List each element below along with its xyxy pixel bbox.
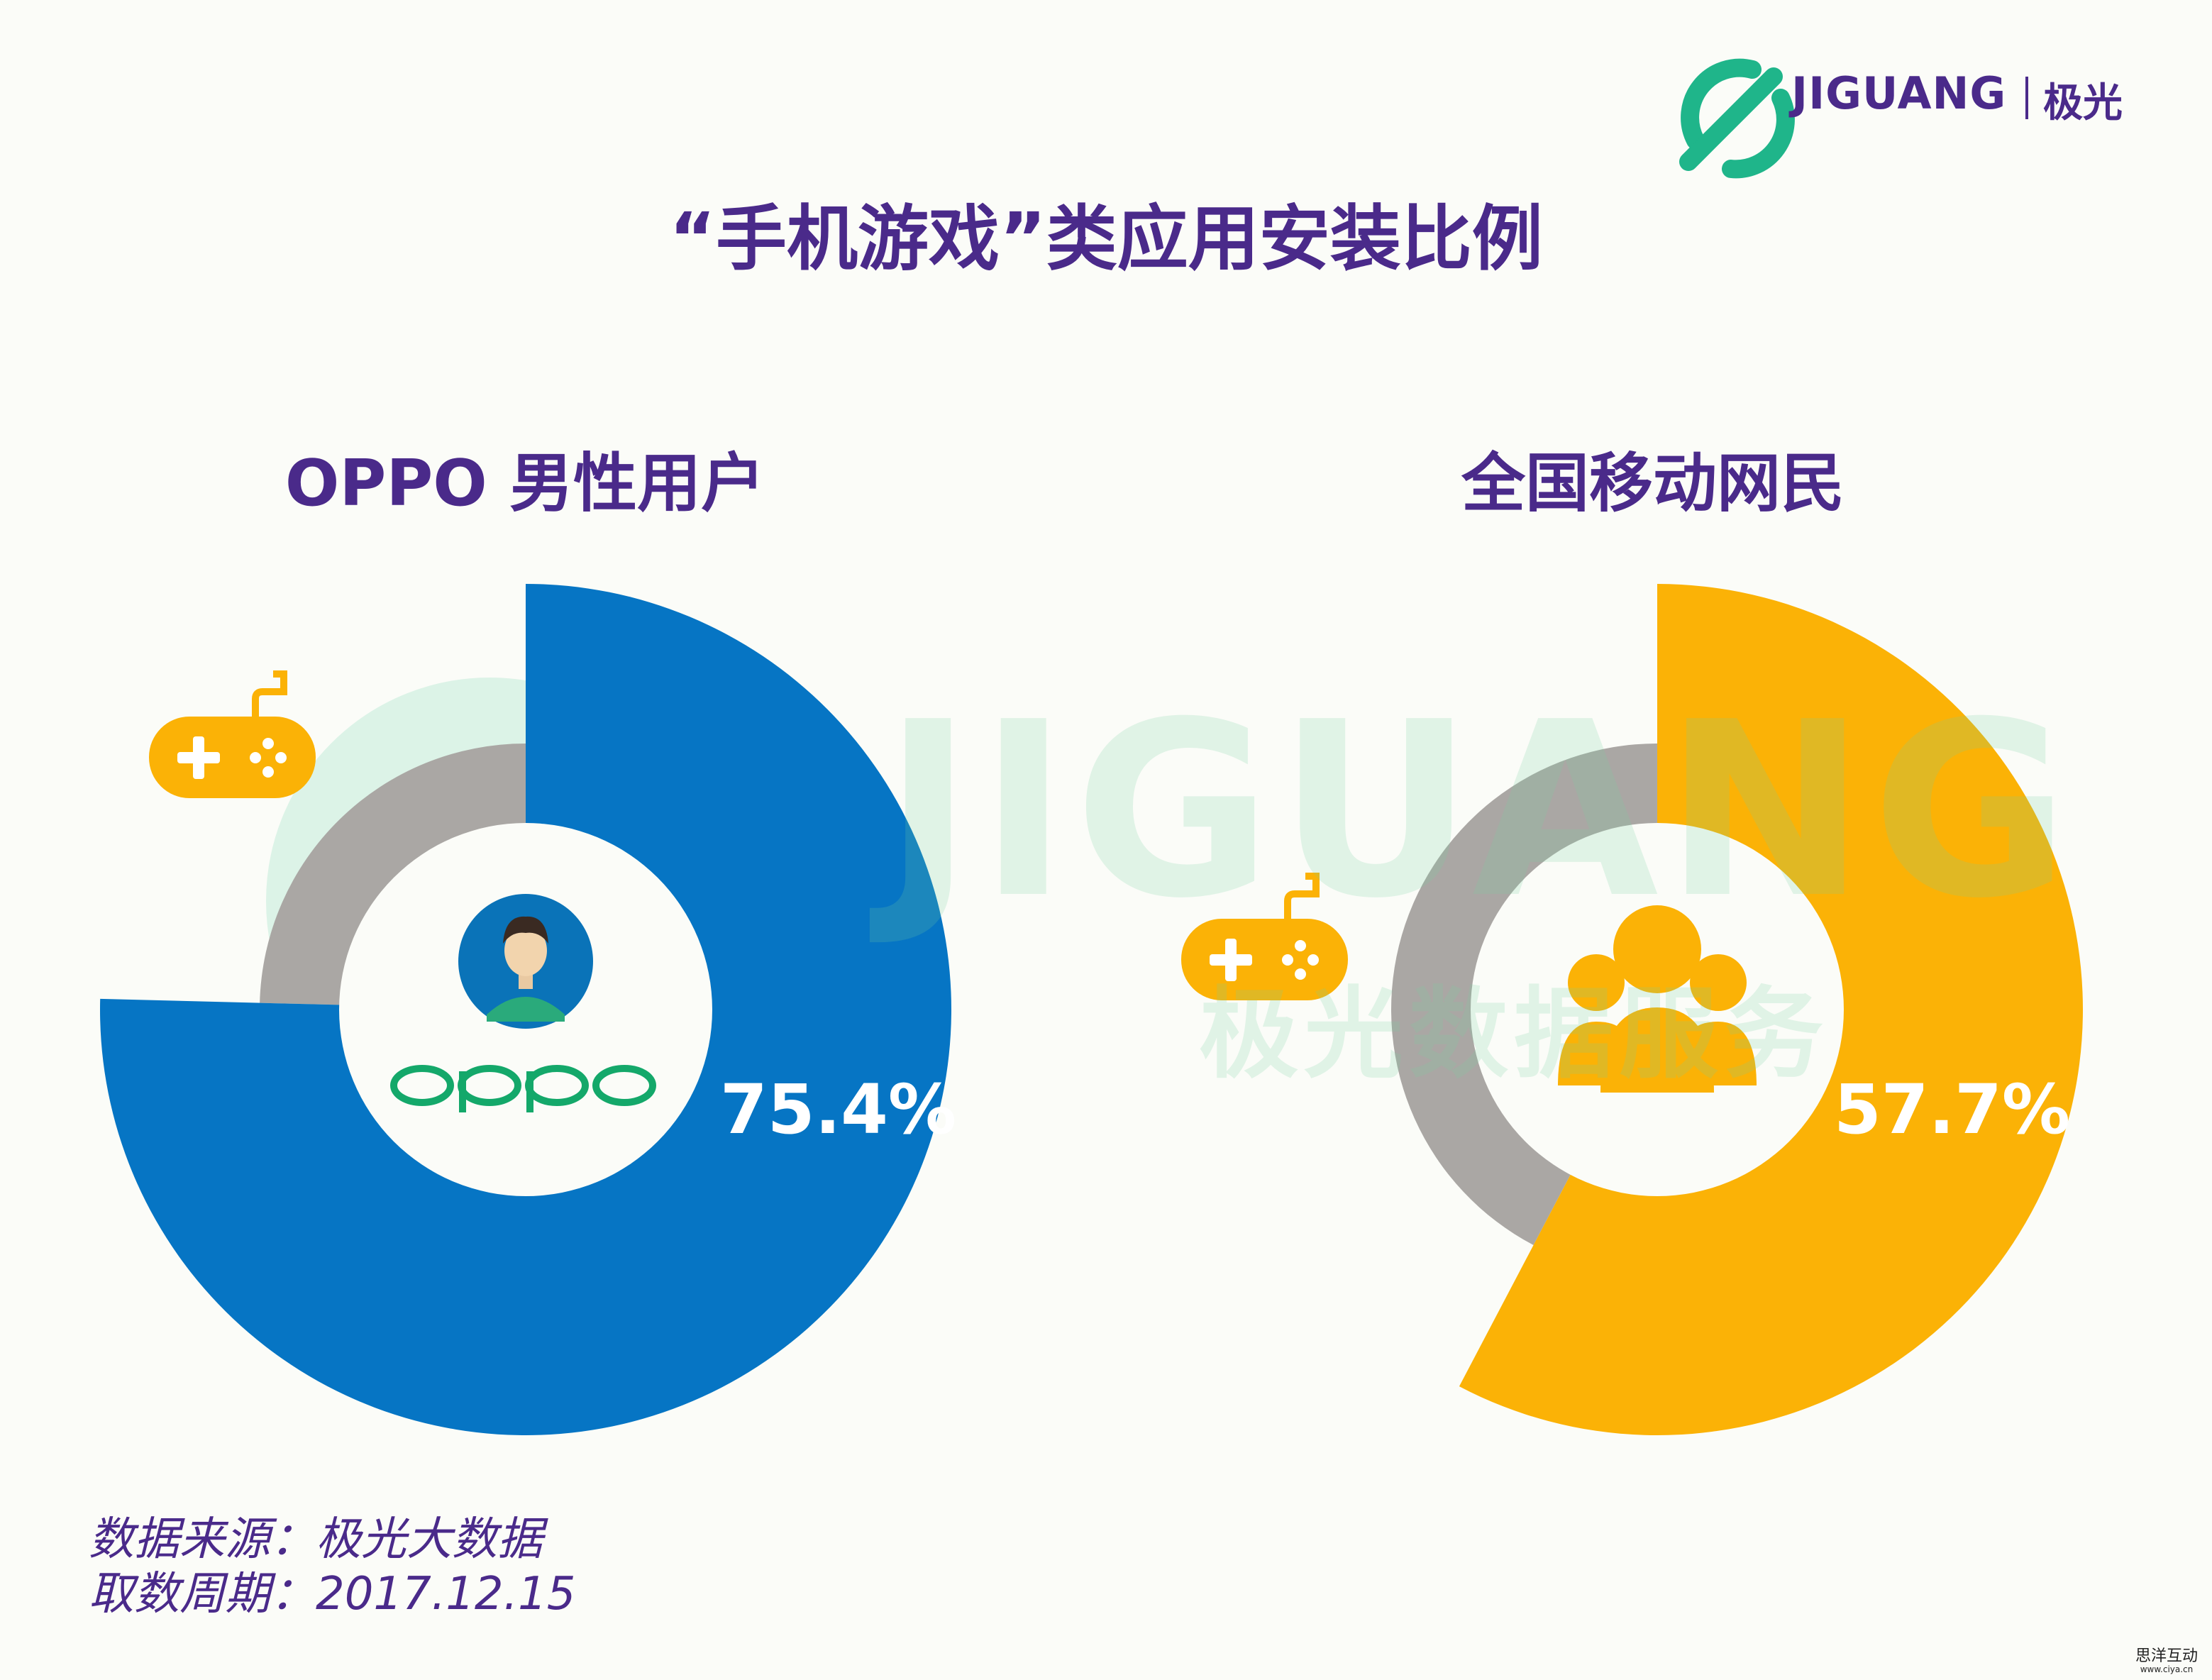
jiguang-logo-icon (1679, 58, 1795, 179)
gamepad-icon (1181, 873, 1348, 1000)
watermark-sub-text: 极光数据服务 (1199, 977, 1830, 1093)
national-chart-title: 全国移动网民 (1461, 446, 1845, 521)
watermark-main-text: JIGUANG (883, 670, 2076, 951)
page-title: “手机游戏”类应用安装比例 (669, 197, 1543, 280)
male-user-icon (458, 894, 593, 1029)
gamepad-icon (149, 670, 316, 798)
corner-watermark: 思洋互动 www.ciya.cn (2135, 1647, 2198, 1674)
national-value-label: 57.7% (1834, 1070, 2071, 1149)
brand-name: JIGUANG (1791, 67, 2007, 119)
brand-divider (2025, 77, 2028, 119)
oppo-chart-title: OPPO 男性用户 (284, 446, 765, 521)
data-period: 取数周期：2017.12.15 (89, 1568, 576, 1620)
group-users-icon (1558, 905, 1757, 1093)
oppo-value-label: 75.4% (720, 1070, 957, 1149)
data-source: 数据来源：极光大数据 (89, 1513, 543, 1566)
brand-cn: 极光 (2043, 80, 2123, 126)
corner-watermark-line1: 思洋互动 (2135, 1647, 2198, 1665)
corner-watermark-line2: www.ciya.cn (2140, 1664, 2194, 1674)
oppo-logo (390, 1065, 656, 1112)
